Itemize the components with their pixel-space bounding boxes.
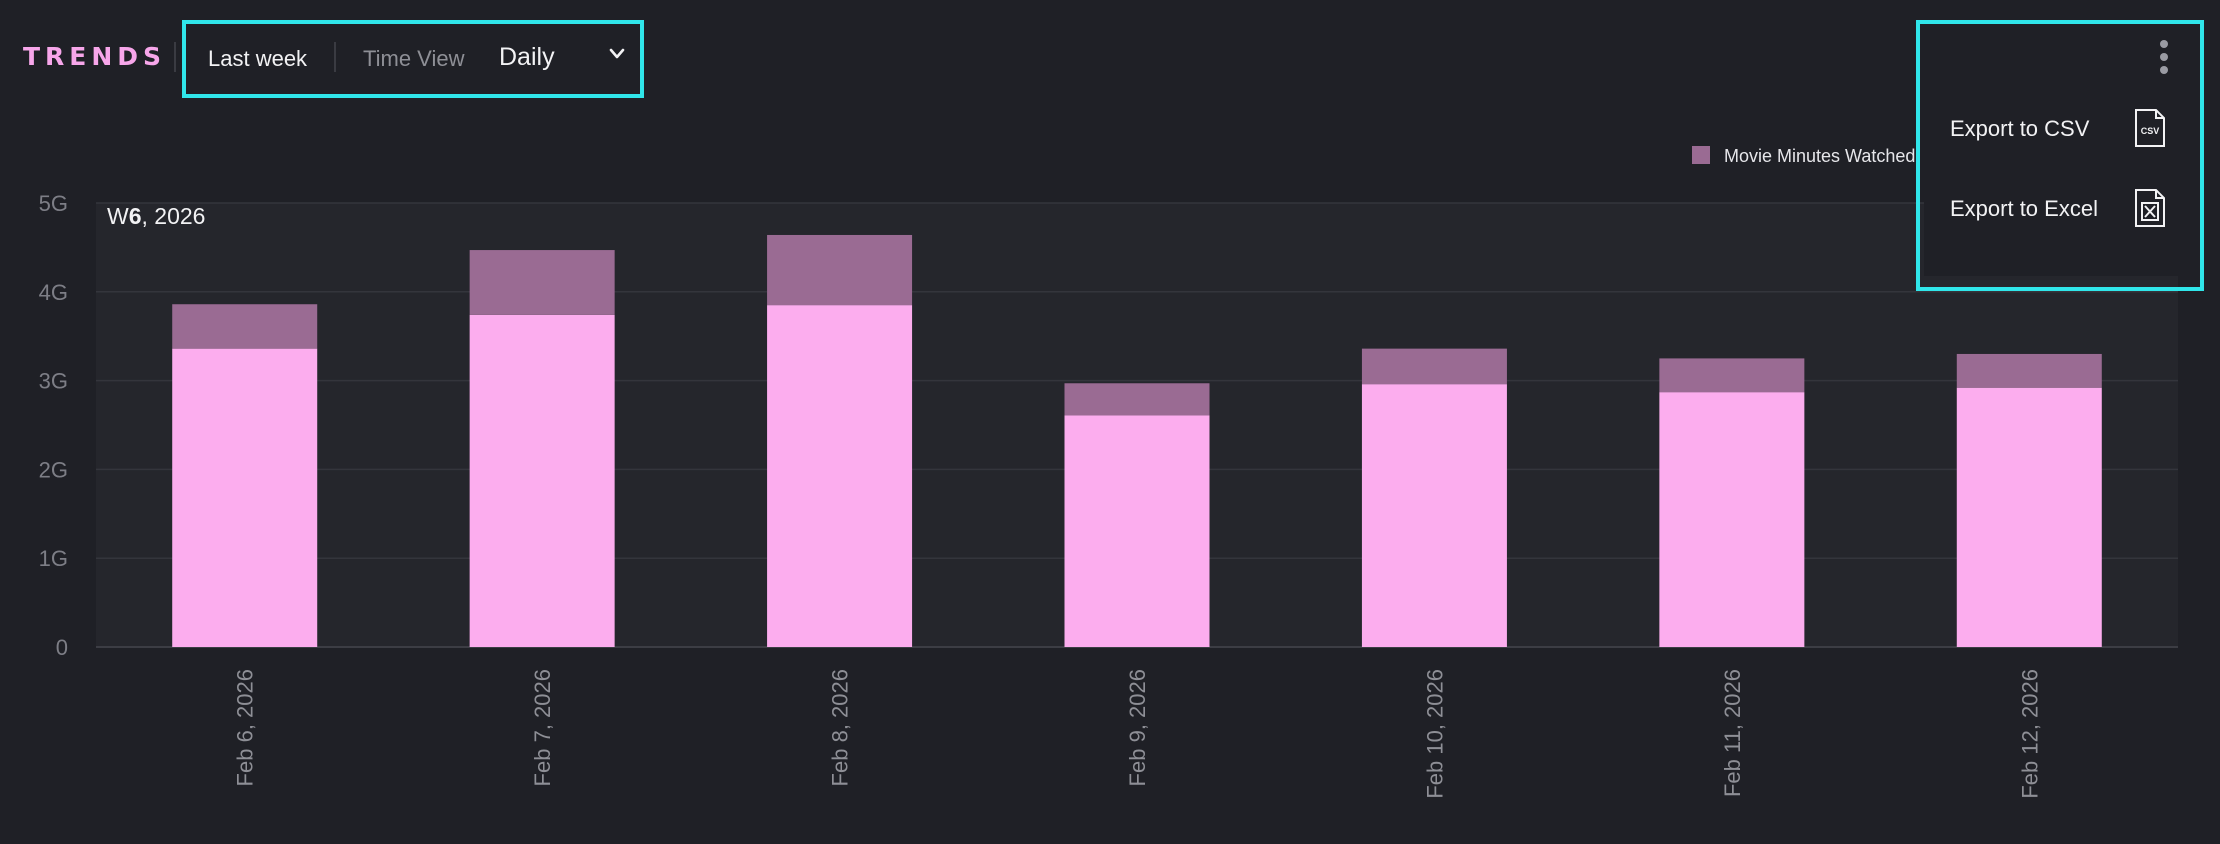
x-tick-label: Feb 12, 2026 xyxy=(2017,669,2042,799)
bar-segment-movie-minutes[interactable] xyxy=(1064,383,1210,416)
y-tick-label: 3G xyxy=(39,369,68,394)
legend-swatch xyxy=(1692,146,1710,164)
bar-segment-base[interactable] xyxy=(767,305,913,647)
x-tick-label: Feb 6, 2026 xyxy=(233,669,258,786)
bar-segment-base[interactable] xyxy=(1659,392,1805,647)
x-axis: Feb 6, 2026 Feb 7, 2026 Feb 8, 2026 Feb 9, … xyxy=(233,669,2043,799)
more-options-button[interactable] xyxy=(2152,36,2176,78)
date-range-button[interactable]: Last week xyxy=(208,46,308,71)
menu-item-label: Export to Excel xyxy=(1950,196,2098,221)
time-view-value: Daily xyxy=(499,43,555,71)
y-axis: 0 1G 2G 3G 4G 5G xyxy=(39,191,68,660)
bar-segment-movie-minutes[interactable] xyxy=(1361,348,1507,385)
y-tick-label: 0 xyxy=(56,635,68,660)
export-menu-panel: Export to CSV CSV Export to Excel xyxy=(1924,86,2196,276)
export-csv-menu-item[interactable]: Export to CSV CSV xyxy=(1924,96,2196,156)
bar-segment-movie-minutes[interactable] xyxy=(172,304,318,349)
divider xyxy=(334,42,336,72)
filter-group: Last week Time View Daily xyxy=(182,20,644,98)
x-tick-label: Feb 8, 2026 xyxy=(828,669,853,786)
time-view-select[interactable]: Daily xyxy=(499,38,631,74)
brand-title: TRENDS xyxy=(23,42,167,71)
y-tick-label: 4G xyxy=(39,280,68,305)
time-view-label: Time View xyxy=(363,46,465,71)
bar-segment-base[interactable] xyxy=(1361,384,1507,647)
csv-icon-text: CSV xyxy=(2141,126,2160,136)
y-tick-label: 5G xyxy=(39,191,68,216)
export-excel-menu-item[interactable]: Export to Excel xyxy=(1924,176,2196,236)
bar-segment-base[interactable] xyxy=(1064,415,1210,647)
bar-segment-movie-minutes[interactable] xyxy=(1956,353,2102,388)
kebab-dot xyxy=(2160,40,2168,48)
y-tick-label: 1G xyxy=(39,546,68,571)
legend-label: Movie Minutes Watched xyxy=(1724,146,1916,166)
divider xyxy=(174,42,176,72)
x-tick-label: Feb 11, 2026 xyxy=(1720,669,1745,797)
week-label: W6, 2026 xyxy=(107,203,205,229)
x-tick-label: Feb 7, 2026 xyxy=(530,669,555,786)
bar-segment-movie-minutes[interactable] xyxy=(767,234,913,306)
bar-segment-base[interactable] xyxy=(1956,387,2102,647)
csv-file-icon: CSV xyxy=(2135,109,2165,147)
chevron-down-icon xyxy=(609,48,625,59)
menu-item-label: Export to CSV xyxy=(1950,116,2090,141)
export-menu: Export to CSV CSV Export to Excel xyxy=(1916,20,2204,291)
bar-segment-movie-minutes[interactable] xyxy=(1659,358,1805,393)
excel-file-icon xyxy=(2135,189,2165,227)
bar-segment-base[interactable] xyxy=(469,314,615,647)
bar-segment-base[interactable] xyxy=(172,348,318,647)
kebab-dot xyxy=(2160,66,2168,74)
kebab-dot xyxy=(2160,53,2168,61)
x-tick-label: Feb 10, 2026 xyxy=(1422,669,1447,799)
bar-segment-movie-minutes[interactable] xyxy=(469,250,615,315)
x-tick-label: Feb 9, 2026 xyxy=(1125,669,1150,786)
y-tick-label: 2G xyxy=(39,457,68,482)
bars xyxy=(172,234,2102,647)
